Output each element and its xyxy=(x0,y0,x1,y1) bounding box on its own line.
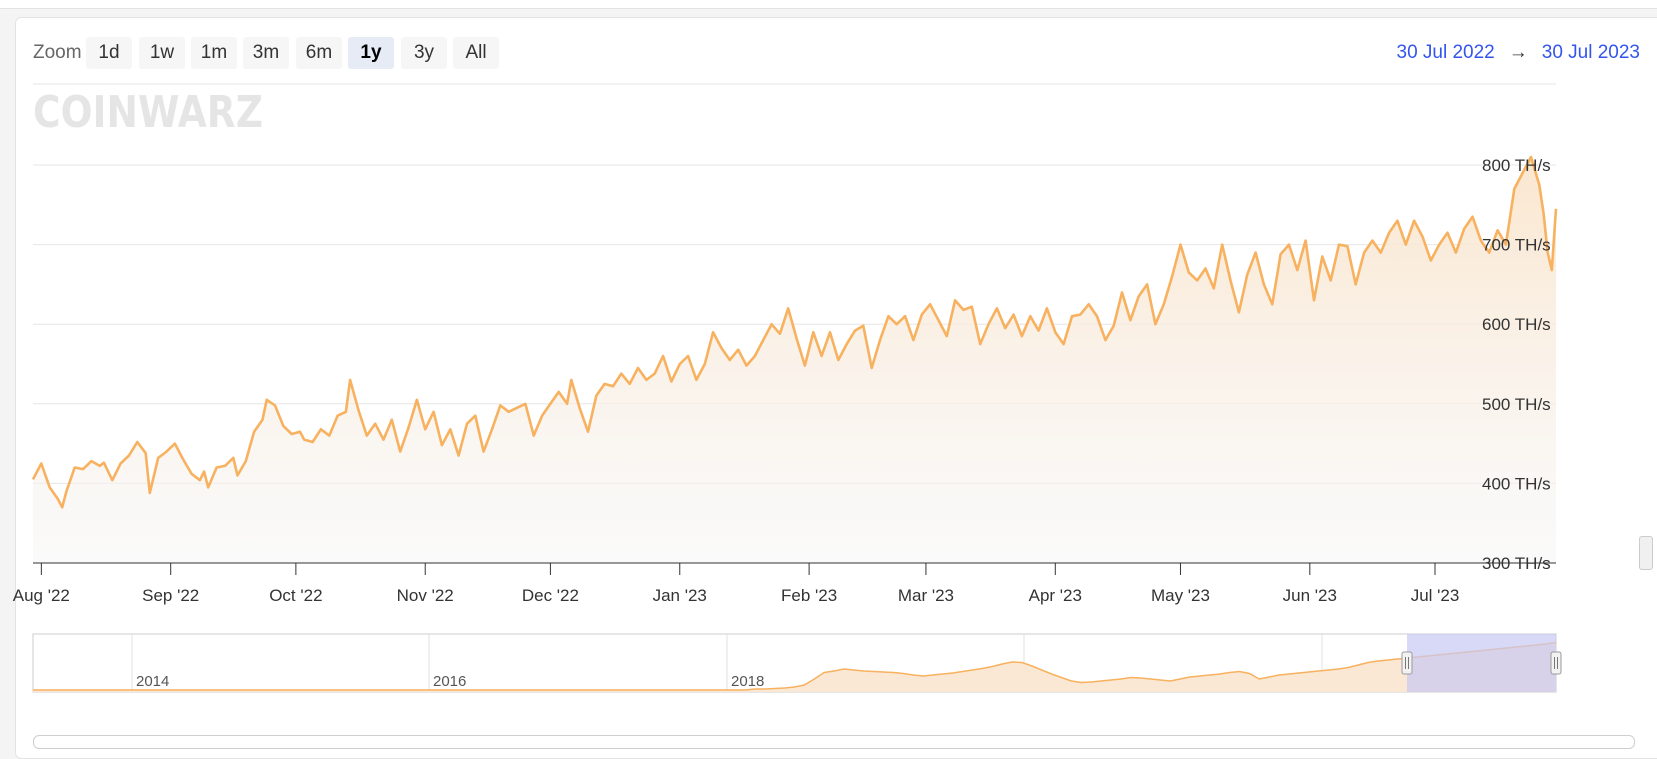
zoom-1w-button[interactable]: 1w xyxy=(139,37,185,69)
x-tick-label: Apr '23 xyxy=(1029,586,1082,605)
x-tick-label: Jul '23 xyxy=(1411,586,1460,605)
scroll-right-button[interactable] xyxy=(1639,536,1653,570)
zoom-1y-button[interactable]: 1y xyxy=(348,37,394,69)
top-strip xyxy=(0,0,1657,9)
navigator-scrollbar[interactable] xyxy=(33,735,1635,749)
navigator-area xyxy=(33,642,1556,692)
series-area xyxy=(33,157,1556,563)
range-to[interactable]: 30 Jul 2023 xyxy=(1541,42,1640,63)
coinwarz-watermark: COINWARZ xyxy=(33,91,263,131)
y-tick-label: 400 TH/s xyxy=(1482,474,1551,493)
range-arrow: → xyxy=(1508,42,1528,63)
range-from[interactable]: 30 Jul 2022 xyxy=(1396,42,1495,63)
x-tick-label: Jun '23 xyxy=(1283,586,1337,605)
x-tick-label: Jan '23 xyxy=(653,586,707,605)
watermark-text: COINWARZ xyxy=(33,91,263,131)
zoom-all-button[interactable]: All xyxy=(453,37,499,69)
navigator-year-label: 2016 xyxy=(433,673,466,690)
y-tick-label: 700 TH/s xyxy=(1482,236,1551,255)
y-tick-label: 600 TH/s xyxy=(1482,315,1551,334)
series-line xyxy=(31,155,1558,509)
navigator-year-label: 2018 xyxy=(731,673,764,690)
zoom-3y-button[interactable]: 3y xyxy=(401,37,447,69)
y-tick-label: 800 TH/s xyxy=(1482,156,1551,175)
x-tick-label: Feb '23 xyxy=(781,586,837,605)
navigator-selection xyxy=(1407,634,1556,692)
navigator-handle-right xyxy=(1550,651,1562,675)
navigator[interactable]: 20142016201820202022 xyxy=(32,633,1562,693)
navigator-line xyxy=(33,641,1557,691)
x-tick-label: May '23 xyxy=(1151,586,1210,605)
y-tick-label: 500 TH/s xyxy=(1482,395,1551,414)
x-axis: Aug '22 Sep '22 Oct '22 Nov '22 Dec '22 Jan '… xyxy=(13,562,1556,605)
zoom-6m-button[interactable]: 6m xyxy=(296,37,342,69)
x-tick-label: Mar '23 xyxy=(898,586,954,605)
x-tick-label: Dec '22 xyxy=(522,586,579,605)
zoom-3m-button[interactable]: 3m xyxy=(243,37,289,69)
zoom-label: Zoom xyxy=(33,42,82,63)
zoom-1d-button[interactable]: 1d xyxy=(86,37,132,69)
x-tick-label: Sep '22 xyxy=(142,586,199,605)
navigator-handle-left xyxy=(1401,651,1413,675)
navigator-year-label: 2014 xyxy=(136,673,169,690)
x-tick-label: Nov '22 xyxy=(397,586,454,605)
x-tick-label: Oct '22 xyxy=(269,586,322,605)
x-tick-label: Aug '22 xyxy=(13,586,70,605)
zoom-1m-button[interactable]: 1m xyxy=(191,37,237,69)
date-range: 30 Jul 2022 → 30 Jul 2023 xyxy=(1397,42,1641,64)
